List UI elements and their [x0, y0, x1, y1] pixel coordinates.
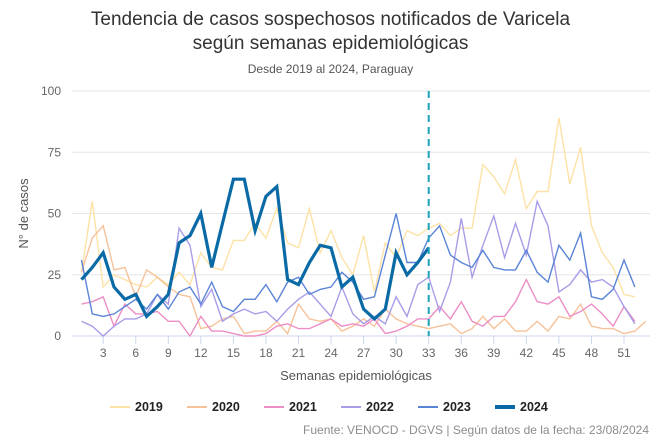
chart-title-line1: Tendencia de casos sospechosos notificad…	[90, 9, 571, 30]
legend-item-2020[interactable]: 2020	[187, 400, 240, 414]
series-line-2020	[80, 224, 647, 335]
legend-label: 2021	[289, 400, 317, 414]
legend-swatch	[341, 406, 361, 408]
legend-label: 2019	[135, 400, 163, 414]
legend-swatch	[495, 405, 515, 409]
series-line-2021	[81, 278, 636, 338]
x-tick-label: 39	[487, 346, 501, 360]
x-tick-label: 9	[165, 346, 172, 360]
chart-subtitle: Desde 2019 al 2024, Paraguay	[247, 62, 414, 76]
x-tick-label: 48	[585, 346, 599, 360]
legend-item-2021[interactable]: 2021	[264, 400, 317, 414]
legend-swatch	[418, 406, 438, 408]
legend-item-2019[interactable]: 2019	[110, 400, 163, 414]
y-tick-label: 25	[48, 268, 62, 282]
x-tick-label: 18	[259, 346, 273, 360]
y-tick-label: 50	[48, 207, 62, 221]
legend-item-2023[interactable]: 2023	[418, 400, 471, 414]
source-note: Fuente: VENOCD - DGVS | Según datos de l…	[303, 423, 649, 437]
x-axis-ticks: 3 6 9 12 15 18 21 24 27 30 33 36 39 42 45 48 51	[100, 336, 631, 360]
series-line-2024	[80, 177, 430, 322]
x-tick-label: 15	[227, 346, 241, 360]
x-tick-label: 6	[132, 346, 139, 360]
x-tick-label: 21	[292, 346, 306, 360]
x-axis-title: Semanas epidemiológicas	[280, 368, 432, 383]
legend-swatch	[110, 406, 130, 408]
x-tick-label: 42	[520, 346, 534, 360]
chart-title-line2: según semanas epidemiológicas	[192, 33, 469, 54]
legend-label: 2023	[443, 400, 471, 414]
y-tick-label: 0	[54, 329, 61, 343]
x-tick-label: 36	[455, 346, 469, 360]
chart-title: Tendencia de casos sospechosos notificad…	[0, 8, 661, 56]
series-lines	[80, 117, 647, 338]
y-tick-label: 75	[48, 145, 62, 159]
legend-swatch	[187, 406, 207, 408]
x-tick-label: 27	[357, 346, 371, 360]
x-tick-label: 24	[324, 346, 338, 360]
x-tick-label: 45	[552, 346, 566, 360]
legend-item-2022[interactable]: 2022	[341, 400, 394, 414]
legend-item-2024[interactable]: 2024	[495, 400, 548, 414]
legend-label: 2024	[520, 400, 548, 414]
legend-label: 2022	[366, 400, 394, 414]
chart-legend: 2019 2020 2021 2022 2023 2024	[0, 400, 661, 420]
legend-swatch	[264, 406, 284, 408]
legend-label: 2020	[212, 400, 240, 414]
y-tick-label: 100	[41, 84, 61, 98]
x-tick-label: 3	[100, 346, 107, 360]
x-tick-label: 51	[617, 346, 631, 360]
y-axis-ticks: 0 25 50 75 100	[41, 84, 61, 343]
x-tick-label: 12	[194, 346, 208, 360]
x-tick-label: 30	[389, 346, 403, 360]
x-tick-label: 33	[422, 346, 436, 360]
y-axis-title: N° de casos	[16, 178, 31, 249]
series-line-2019	[80, 117, 636, 298]
